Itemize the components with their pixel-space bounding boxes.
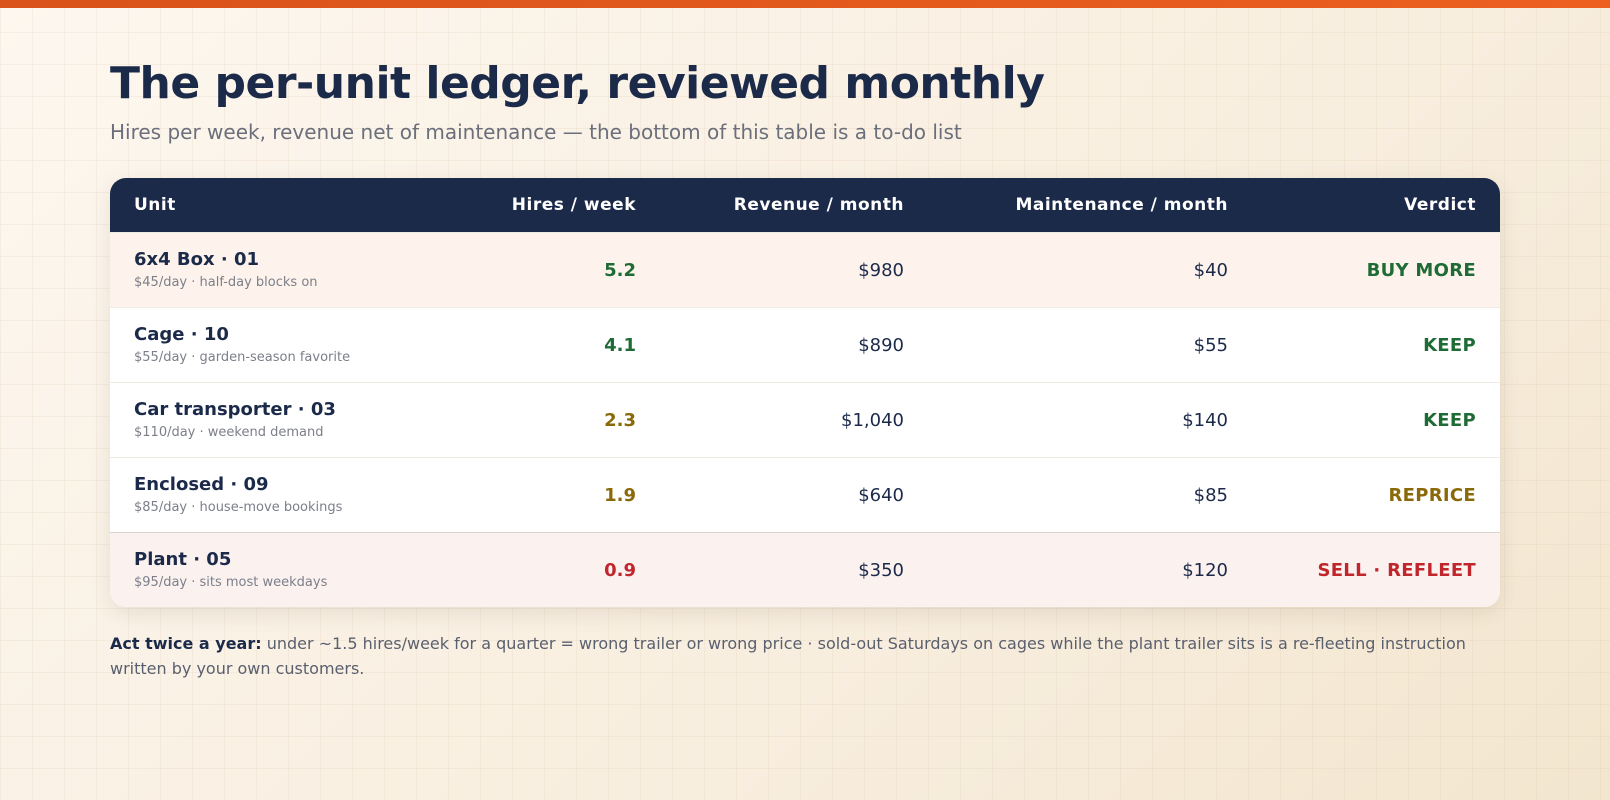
page-subtitle: Hires per week, revenue net of maintenan… bbox=[110, 120, 962, 144]
revenue-value: $350 bbox=[858, 559, 904, 581]
column-header-hires[interactable]: Hires / week bbox=[511, 195, 636, 215]
unit-meta: $95/day · sits most weekdays bbox=[134, 575, 328, 590]
table-row[interactable]: 6x4 Box · 01 $45/day · half-day blocks o… bbox=[110, 232, 1500, 308]
hires-value: 2.3 bbox=[604, 409, 636, 431]
unit-name: Enclosed · 09 bbox=[134, 474, 269, 495]
maintenance-value: $120 bbox=[1182, 559, 1228, 581]
unit-cell: Car transporter · 03 $110/day · weekend … bbox=[110, 382, 450, 458]
maintenance-value: $85 bbox=[1193, 484, 1228, 506]
column-header-revenue[interactable]: Revenue / month bbox=[733, 195, 904, 215]
unit-cell: Enclosed · 09 $85/day · house-move booki… bbox=[110, 457, 450, 533]
table-row[interactable]: Car transporter · 03 $110/day · weekend … bbox=[110, 382, 1500, 458]
page-content: The per-unit ledger, reviewed monthly Hi… bbox=[110, 56, 1500, 681]
unit-name: Plant · 05 bbox=[134, 549, 232, 570]
verdict-badge: KEEP bbox=[1423, 334, 1476, 356]
table-row[interactable]: Enclosed · 09 $85/day · house-move booki… bbox=[110, 457, 1500, 533]
ledger-table-card: Unit Hires / week Revenue / month Mainte… bbox=[110, 178, 1500, 607]
unit-meta: $85/day · house-move bookings bbox=[134, 500, 343, 515]
footnote: Act twice a year: under ~1.5 hires/week … bbox=[110, 631, 1500, 681]
maintenance-value: $40 bbox=[1193, 259, 1228, 281]
hires-value: 4.1 bbox=[604, 334, 636, 356]
table-header-row: Unit Hires / week Revenue / month Mainte… bbox=[110, 178, 1500, 233]
unit-name: Car transporter · 03 bbox=[134, 399, 336, 420]
hires-value: 0.9 bbox=[604, 559, 636, 581]
ledger-table: Unit Hires / week Revenue / month Mainte… bbox=[110, 178, 1500, 607]
maintenance-value: $55 bbox=[1193, 334, 1228, 356]
page-title: The per-unit ledger, reviewed monthly bbox=[110, 58, 1045, 109]
revenue-value: $640 bbox=[858, 484, 904, 506]
table-row[interactable]: Cage · 10 $55/day · garden-season favori… bbox=[110, 307, 1500, 383]
column-header-unit[interactable]: Unit bbox=[134, 195, 176, 215]
unit-meta: $55/day · garden-season favorite bbox=[134, 350, 351, 365]
revenue-value: $890 bbox=[858, 334, 904, 356]
revenue-value: $1,040 bbox=[841, 409, 904, 431]
unit-cell: Cage · 10 $55/day · garden-season favori… bbox=[110, 307, 450, 383]
unit-meta: $45/day · half-day blocks on bbox=[134, 275, 318, 290]
table-row[interactable]: Plant · 05 $95/day · sits most weekdays … bbox=[110, 532, 1500, 607]
column-header-verdict[interactable]: Verdict bbox=[1404, 195, 1476, 215]
maintenance-value: $140 bbox=[1182, 409, 1228, 431]
revenue-value: $980 bbox=[858, 259, 904, 281]
unit-cell: Plant · 05 $95/day · sits most weekdays bbox=[110, 532, 450, 607]
footnote-text: under ~1.5 hires/week for a quarter = wr… bbox=[110, 634, 1466, 678]
unit-cell: 6x4 Box · 01 $45/day · half-day blocks o… bbox=[110, 232, 450, 308]
unit-name: 6x4 Box · 01 bbox=[134, 249, 260, 270]
column-header-maintenance[interactable]: Maintenance / month bbox=[1015, 195, 1228, 215]
verdict-badge: SELL · REFLEET bbox=[1317, 559, 1476, 581]
unit-meta: $110/day · weekend demand bbox=[134, 425, 324, 440]
hires-value: 5.2 bbox=[604, 259, 636, 281]
footnote-lead: Act twice a year: bbox=[110, 634, 262, 653]
top-accent-bar bbox=[0, 0, 1610, 8]
verdict-badge: BUY MORE bbox=[1366, 259, 1476, 281]
verdict-badge: KEEP bbox=[1423, 409, 1476, 431]
hires-value: 1.9 bbox=[604, 484, 636, 506]
verdict-badge: REPRICE bbox=[1388, 484, 1476, 506]
unit-name: Cage · 10 bbox=[134, 324, 229, 345]
